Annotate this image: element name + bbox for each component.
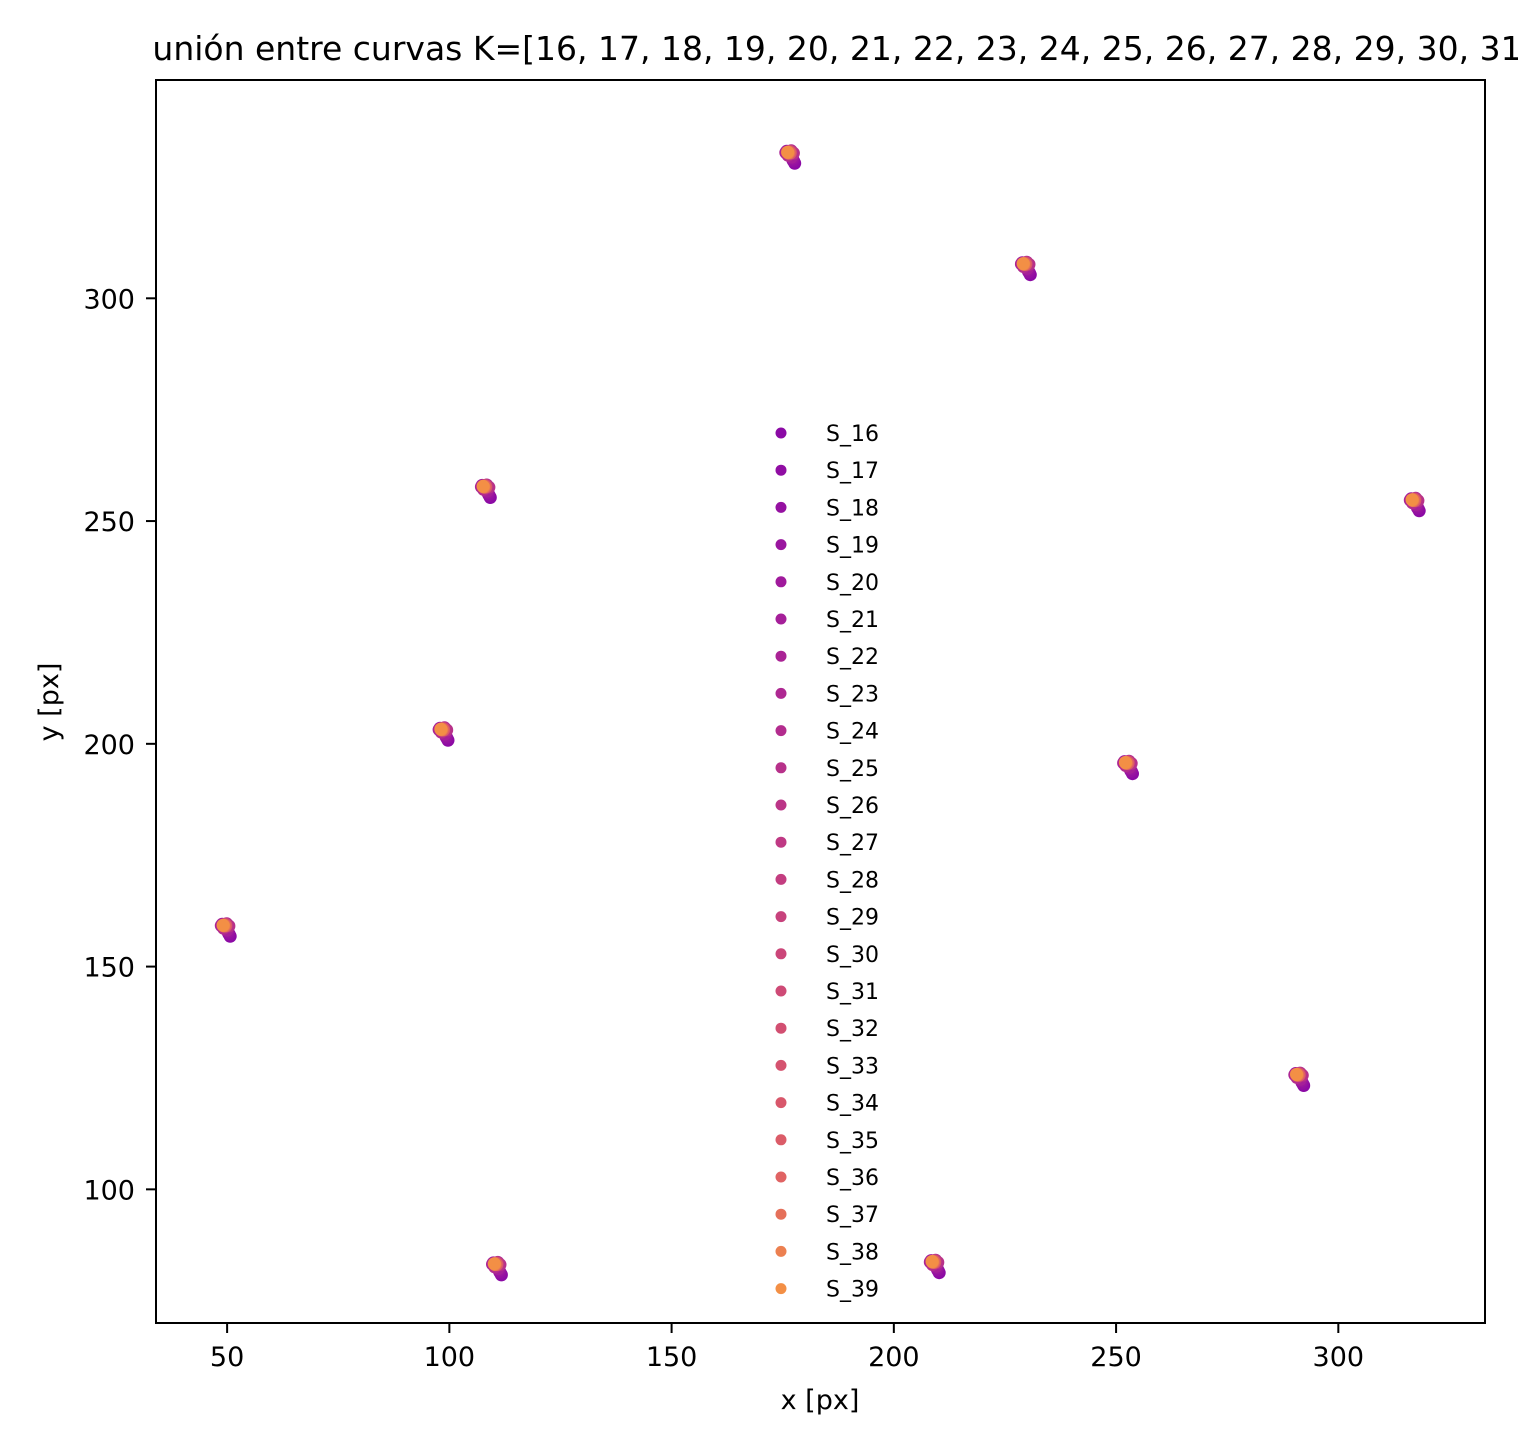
y-tick-label: 150 bbox=[83, 953, 135, 984]
legend-label: S_37 bbox=[826, 1203, 879, 1228]
x-tick-label: 50 bbox=[210, 1342, 244, 1373]
plot-frame bbox=[155, 79, 1486, 1324]
y-axis-label: y [px] bbox=[34, 663, 65, 742]
legend-label: S_36 bbox=[826, 1166, 879, 1191]
y-tick-label: 100 bbox=[83, 1175, 135, 1206]
data-point-S_39-8 bbox=[1290, 1067, 1303, 1081]
legend-marker bbox=[775, 1097, 787, 1109]
x-axis: 50 100 150 200 250 300 bbox=[210, 1323, 1364, 1373]
legend-marker bbox=[775, 948, 787, 960]
legend-marker bbox=[775, 650, 787, 662]
data-point-S_39-5 bbox=[434, 722, 448, 736]
legend-label: S_27 bbox=[826, 831, 879, 856]
legend-marker bbox=[775, 725, 787, 737]
legend-marker bbox=[775, 985, 787, 997]
legend-label: S_31 bbox=[826, 980, 879, 1005]
legend-label: S_19 bbox=[826, 534, 879, 559]
legend-label: S_25 bbox=[826, 757, 879, 782]
legend-label: S_32 bbox=[826, 1017, 879, 1042]
legend-marker bbox=[775, 836, 787, 848]
legend-label: S_17 bbox=[826, 459, 879, 484]
legend-marker bbox=[775, 687, 787, 699]
data-points bbox=[214, 144, 1426, 1282]
legend-marker bbox=[775, 1208, 787, 1220]
legend-label: S_20 bbox=[826, 571, 879, 596]
legend-marker bbox=[775, 576, 787, 588]
legend-label: S_16 bbox=[826, 422, 879, 447]
data-point-S_39-4 bbox=[1405, 493, 1419, 507]
legend-marker bbox=[775, 427, 787, 439]
legend-label: S_23 bbox=[826, 682, 879, 707]
legend-marker bbox=[775, 1171, 787, 1183]
x-tick-label: 250 bbox=[1090, 1342, 1142, 1373]
legend-marker bbox=[775, 1022, 787, 1034]
data-point-S_39-10 bbox=[925, 1255, 939, 1268]
x-tick-label: 100 bbox=[424, 1342, 476, 1373]
data-point-S_39-3 bbox=[476, 479, 490, 493]
legend-label: S_26 bbox=[826, 794, 879, 819]
legend-label: S_21 bbox=[826, 608, 879, 633]
legend-label: S_38 bbox=[826, 1240, 879, 1265]
legend-marker bbox=[775, 799, 787, 811]
legend: S_16 S_17 S_18 S_19 S_20 S_21 S_22 S_23 S_24 S_25… bbox=[775, 422, 879, 1303]
x-tick-label: 150 bbox=[646, 1342, 698, 1373]
data-point-S_39-6 bbox=[1118, 756, 1132, 769]
legend-label: S_28 bbox=[826, 868, 879, 893]
legend-marker bbox=[775, 762, 787, 774]
legend-label: S_35 bbox=[826, 1129, 879, 1154]
legend-marker bbox=[775, 501, 787, 513]
legend-label: S_29 bbox=[826, 906, 879, 931]
legend-marker bbox=[775, 1059, 787, 1071]
data-point-S_39-1 bbox=[781, 145, 795, 159]
y-tick-label: 250 bbox=[83, 507, 135, 538]
legend-marker bbox=[775, 613, 787, 625]
legend-label: S_18 bbox=[826, 496, 879, 521]
legend-marker bbox=[775, 1245, 787, 1257]
legend-marker bbox=[775, 464, 787, 476]
data-point-S_39-7 bbox=[216, 918, 230, 932]
legend-label: S_34 bbox=[826, 1092, 879, 1117]
legend-label: S_33 bbox=[826, 1054, 879, 1079]
legend-marker bbox=[775, 539, 787, 551]
legend-marker bbox=[775, 911, 787, 923]
data-point-S_39-2 bbox=[1016, 257, 1030, 271]
legend-marker bbox=[775, 1283, 787, 1295]
x-axis-label: x [px] bbox=[781, 1385, 860, 1416]
y-axis: 100 150 200 250 300 bbox=[83, 284, 156, 1206]
y-tick-label: 200 bbox=[83, 730, 135, 761]
legend-label: S_39 bbox=[826, 1278, 879, 1303]
legend-marker bbox=[775, 873, 787, 885]
legend-marker bbox=[775, 1134, 787, 1146]
legend-label: S_24 bbox=[826, 720, 879, 745]
x-tick-label: 200 bbox=[868, 1342, 920, 1373]
legend-label: S_30 bbox=[826, 943, 879, 968]
y-tick-label: 300 bbox=[83, 284, 135, 315]
chart-title: unión entre curvas K=[16, 17, 18, 19, 20… bbox=[152, 29, 1518, 68]
legend-label: S_22 bbox=[826, 645, 879, 670]
x-tick-label: 300 bbox=[1313, 1342, 1365, 1373]
data-point-S_39-9 bbox=[487, 1257, 501, 1271]
